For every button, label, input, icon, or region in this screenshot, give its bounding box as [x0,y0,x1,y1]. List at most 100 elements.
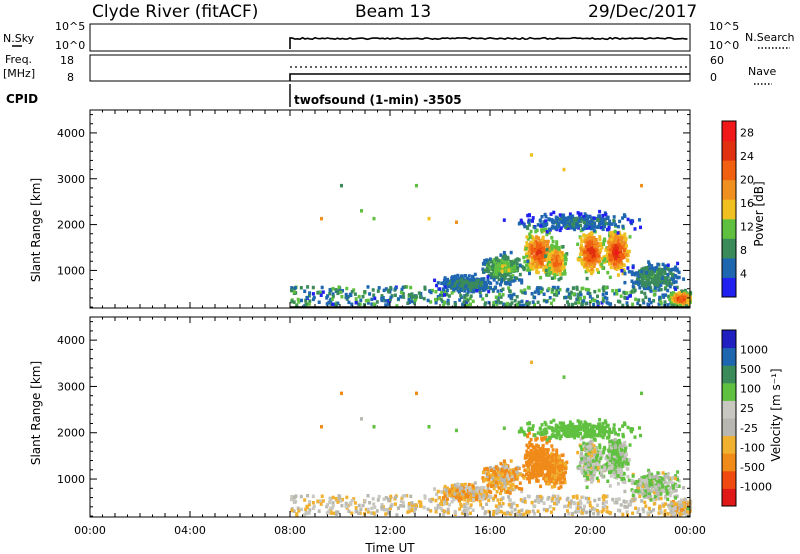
velocity-cell [492,509,496,514]
velocity-cell [436,503,440,508]
power-cell [682,292,686,296]
velocity-cell [304,511,308,515]
cpid-label: CPID [6,92,38,106]
power-cell [580,248,584,253]
velocity-cell [526,468,530,472]
velocity-cell [625,457,629,462]
velocity-cell [529,474,533,478]
velocity-cell [621,480,625,484]
velocity-cell [549,510,553,514]
power-cell [450,291,454,295]
velocity-cell [536,509,540,514]
velocity-cell [300,507,303,512]
power-cell [618,247,622,252]
velocity-cell [622,499,626,503]
power-cell [354,301,358,305]
power-cell [669,282,673,286]
power-cell [618,232,622,237]
power-cell [674,280,678,284]
velocity-cell [551,494,555,499]
power-cell [526,285,530,290]
power-cell [659,300,663,304]
velocity-cell [326,503,330,507]
velocity-cell [439,506,443,511]
power-cell [636,271,640,275]
power-cell [528,271,531,276]
power-cell [490,272,493,276]
power-cell [672,304,676,308]
velocity-cell [423,496,427,500]
velocity-cell [469,496,473,501]
velocity-cell [292,509,296,513]
velocity-cell [434,510,438,514]
power-cell [585,224,589,228]
power-cell [531,249,535,253]
velocity-cell [617,459,621,464]
power-cell [580,243,583,247]
power-cell [321,290,325,294]
power-cell [525,241,529,245]
power-cell [580,261,584,265]
power-cell [610,257,614,262]
velocity-cell [516,465,520,470]
velocity-cell [380,505,384,510]
velocity-cell [536,451,540,456]
velocity-cell [496,498,500,502]
power-cell [641,276,645,280]
power-cell [678,293,682,298]
power-cell [579,236,583,241]
power-cell [565,218,569,222]
velocity-cell [589,440,593,444]
velocity-cell [501,473,504,477]
power-cell [540,261,544,266]
power-cell [497,262,501,266]
velocity-cell [657,497,661,501]
velocity-cell [499,504,503,508]
velocity-cell [526,445,530,449]
velocity-cell [570,511,574,516]
power-cell [579,293,583,297]
velocity-cell [489,475,493,479]
power-cell [530,292,534,296]
velocity-cell [381,504,385,509]
velocity-cell [582,508,586,512]
power-cell [621,216,625,220]
velocity-cell [500,478,504,482]
power-cell [625,253,629,257]
power-cell [634,297,638,302]
power-cell [647,275,651,279]
power-cell [513,299,517,303]
power-cell [557,256,561,260]
power-cell [611,289,615,293]
velocity-cell [466,507,470,512]
velocity-cell [490,480,493,485]
velocity-cell [361,503,365,508]
velocity-cell [560,464,564,468]
power-cell [497,272,501,276]
power-cell [508,282,512,287]
velocity-cell [509,512,513,516]
velocity-cell [487,509,491,514]
power-cell [599,225,603,230]
velocity-cell [328,500,332,505]
power-cell [618,253,622,257]
power-cell [623,295,627,300]
power-cell [489,260,493,264]
power-cell [491,267,495,271]
velocity-cell [535,473,539,477]
power-cell [602,259,606,263]
power-cell [395,304,399,308]
velocity-cell [490,473,494,477]
velocity-cell [517,512,521,516]
power-cell [423,285,427,290]
velocity-cell [591,459,595,463]
power-cell [531,261,535,266]
velocity-cell [533,463,537,467]
velocity-cell [479,503,483,507]
velocity-cell [614,460,618,464]
freq-right-bottom: 0 [710,71,717,84]
power-cell [593,221,597,225]
velocity-cell [579,466,583,470]
velocity-cell [490,484,493,488]
power-cell [516,257,520,261]
